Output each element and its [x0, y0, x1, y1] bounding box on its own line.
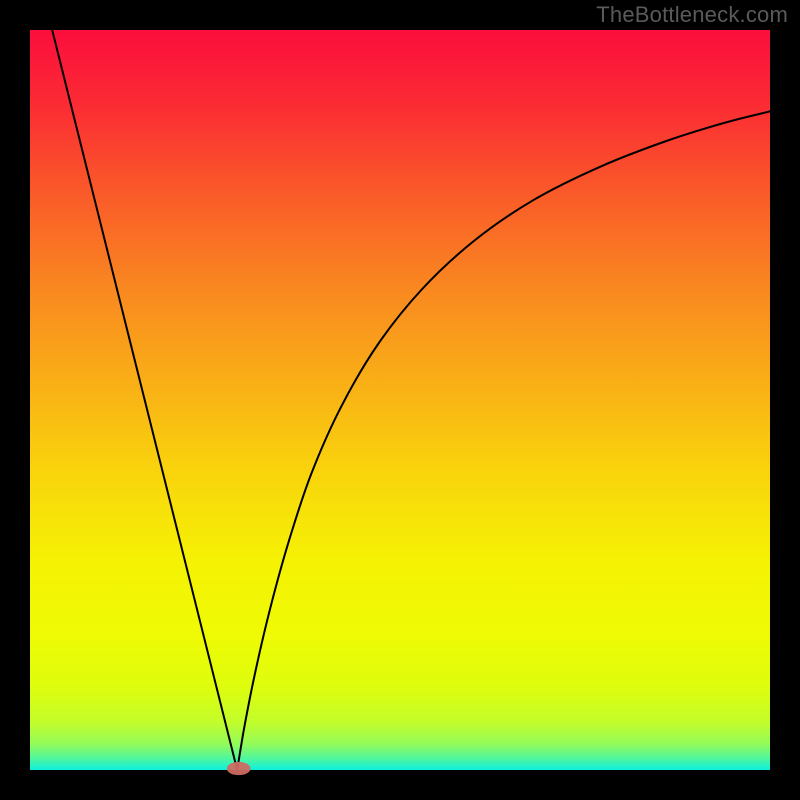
bottleneck-chart — [0, 0, 800, 800]
plot-background — [30, 30, 770, 770]
minimum-marker — [227, 762, 251, 775]
chart-container: TheBottleneck.com — [0, 0, 800, 800]
watermark-text: TheBottleneck.com — [596, 2, 788, 28]
